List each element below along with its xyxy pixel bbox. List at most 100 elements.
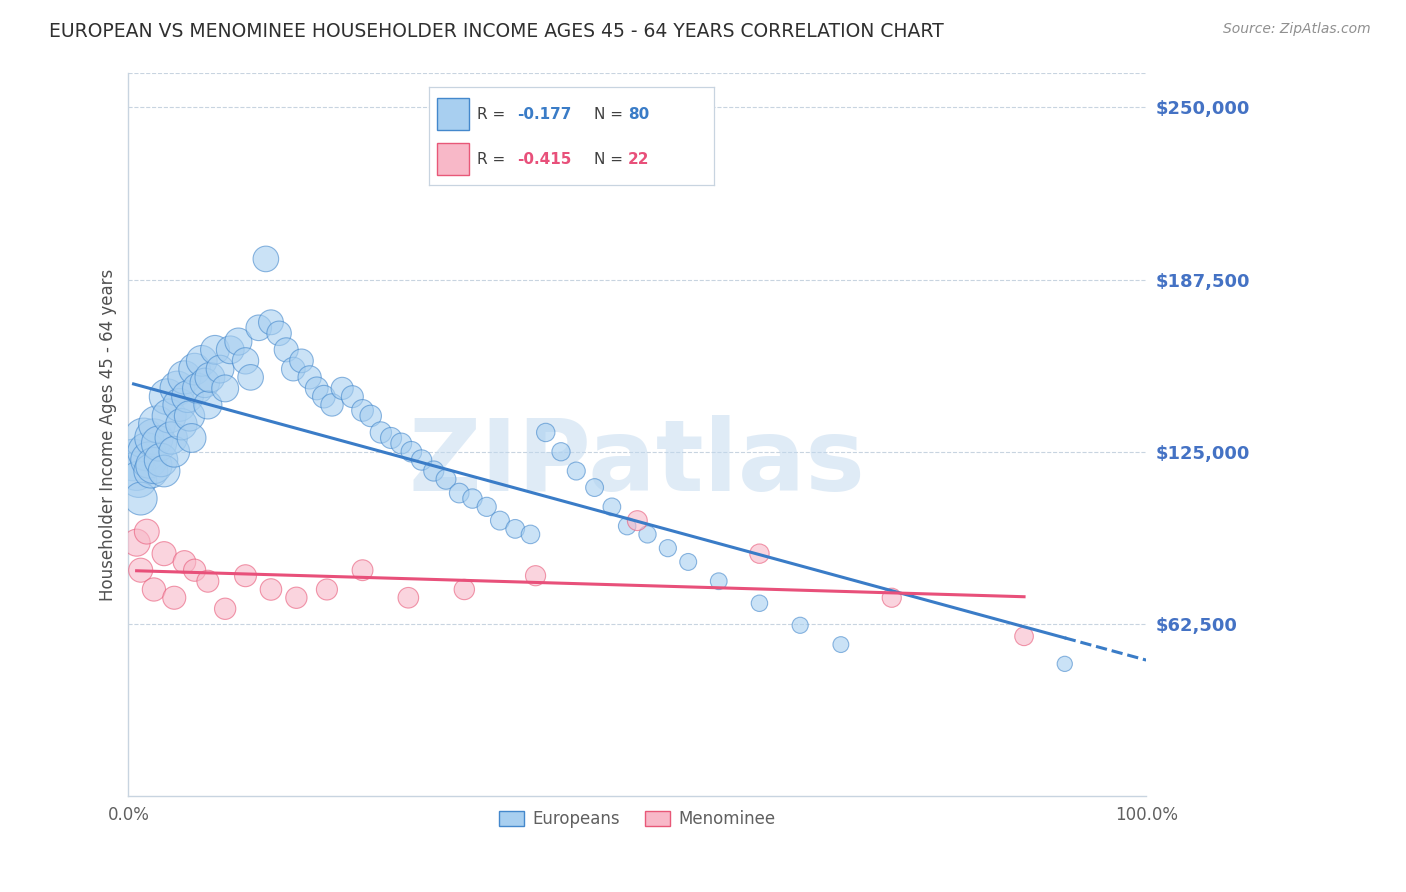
Point [316, 582, 339, 597]
Point [1012, 629, 1035, 643]
Point [534, 425, 557, 440]
Point [156, 390, 179, 404]
Point [342, 390, 364, 404]
Point [247, 320, 270, 334]
Point [312, 390, 335, 404]
Point [616, 519, 638, 533]
Point [190, 354, 212, 368]
Point [239, 370, 262, 384]
Point [330, 381, 353, 395]
Point [135, 524, 157, 539]
Point [676, 555, 699, 569]
Point [524, 568, 547, 582]
Point [163, 591, 186, 605]
Point [183, 362, 205, 376]
Point [657, 541, 679, 556]
Point [600, 500, 623, 514]
Point [170, 417, 193, 432]
Point [197, 398, 219, 412]
Point [260, 582, 283, 597]
Text: Source: ZipAtlas.com: Source: ZipAtlas.com [1223, 22, 1371, 37]
Point [461, 491, 484, 506]
Point [519, 527, 541, 541]
Point [475, 500, 498, 514]
Text: EUROPEAN VS MENOMINEE HOUSEHOLDER INCOME AGES 45 - 64 YEARS CORRELATION CHART: EUROPEAN VS MENOMINEE HOUSEHOLDER INCOME… [49, 22, 943, 41]
Point [198, 370, 221, 384]
Point [352, 563, 374, 577]
Point [180, 431, 202, 445]
Point [254, 252, 277, 266]
Point [129, 491, 152, 506]
Point [276, 343, 298, 357]
Point [880, 591, 903, 605]
Point [283, 362, 305, 376]
Point [173, 555, 195, 569]
Point [401, 444, 423, 458]
Point [434, 472, 457, 486]
Point [269, 326, 291, 341]
Point [153, 464, 176, 478]
Point [179, 409, 201, 423]
Point [166, 381, 188, 395]
Point [128, 472, 150, 486]
Point [748, 547, 770, 561]
Point [169, 398, 191, 412]
Point [122, 453, 145, 467]
Point [260, 315, 283, 329]
Point [235, 568, 257, 582]
Point [142, 582, 165, 597]
Point [142, 458, 165, 473]
Point [290, 354, 312, 368]
Point [135, 444, 157, 458]
Point [150, 453, 173, 467]
Point [360, 409, 382, 423]
Point [583, 481, 606, 495]
Point [449, 486, 471, 500]
Point [453, 582, 475, 597]
Point [352, 403, 374, 417]
Point [146, 417, 169, 432]
Point [139, 464, 162, 478]
Point [707, 574, 730, 589]
Point [129, 563, 152, 577]
Point [157, 409, 180, 423]
Point [176, 390, 198, 404]
Point [235, 354, 257, 368]
Point [503, 522, 526, 536]
Point [204, 343, 226, 357]
Point [298, 370, 321, 384]
Point [321, 398, 343, 412]
Point [565, 464, 588, 478]
Point [148, 436, 170, 450]
Point [219, 343, 242, 357]
Point [183, 563, 205, 577]
Point [489, 514, 512, 528]
Point [138, 453, 160, 467]
Point [370, 425, 392, 440]
Point [187, 381, 209, 395]
Point [214, 601, 236, 615]
Point [380, 431, 402, 445]
Point [125, 535, 148, 549]
Point [125, 464, 148, 478]
Point [173, 370, 195, 384]
Point [197, 574, 219, 589]
Point [789, 618, 811, 632]
Point [1053, 657, 1076, 671]
Point [285, 591, 308, 605]
Point [142, 431, 165, 445]
Point [748, 596, 770, 610]
Point [830, 638, 852, 652]
Point [153, 547, 176, 561]
Y-axis label: Householder Income Ages 45 - 64 years: Householder Income Ages 45 - 64 years [100, 268, 117, 600]
Point [132, 431, 155, 445]
Point [209, 362, 232, 376]
Text: ZIPatlas: ZIPatlas [409, 415, 866, 512]
Point [637, 527, 659, 541]
Point [396, 591, 419, 605]
Point [626, 514, 648, 528]
Point [160, 431, 183, 445]
Point [194, 376, 217, 390]
Legend: Europeans, Menominee: Europeans, Menominee [492, 804, 782, 835]
Point [163, 444, 186, 458]
